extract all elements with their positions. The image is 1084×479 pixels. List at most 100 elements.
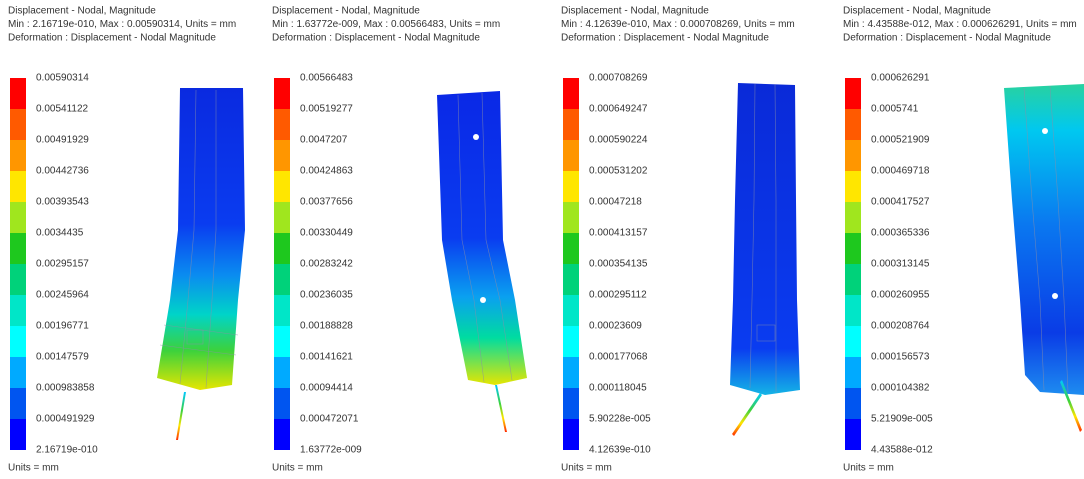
legend-label: 0.000413157 [589, 228, 648, 239]
legend-label: 0.00141621 [300, 352, 353, 363]
header-line: Min : 4.43588e-012, Max : 0.000626291, U… [843, 19, 1077, 30]
legend-swatch [845, 388, 861, 419]
legend-swatch [563, 295, 579, 326]
legend-swatch [10, 264, 26, 295]
legend-swatch [845, 295, 861, 326]
legend-label: 0.0034435 [36, 228, 84, 239]
legend-label: 1.63772e-009 [300, 445, 362, 456]
legend-swatch [563, 419, 579, 450]
legend-label: 0.00519277 [300, 104, 353, 115]
legend-swatch [10, 419, 26, 450]
legend-swatch [563, 171, 579, 202]
legend-swatch [563, 326, 579, 357]
legend-swatch [845, 78, 861, 109]
legend-label: 0.00283242 [300, 259, 353, 270]
legend-label: 0.000983858 [36, 383, 95, 394]
screen: Displacement - Nodal, Magnitude Min : 2.1… [0, 0, 1084, 479]
legend-swatch [10, 326, 26, 357]
legend-label: 0.00442736 [36, 166, 89, 177]
legend-swatch [10, 78, 26, 109]
legend-label: 0.000649247 [589, 104, 648, 115]
legend-label: 0.00094414 [300, 383, 353, 394]
legend-label: 0.000472071 [300, 414, 359, 425]
legend-swatch [845, 326, 861, 357]
units-label: Units = mm [561, 463, 612, 474]
legend-swatch [563, 388, 579, 419]
legend-label: 0.000208764 [871, 321, 930, 332]
model-view-3 [730, 83, 800, 436]
header-line: Displacement - Nodal, Magnitude [272, 6, 420, 17]
legend-label: 0.00023609 [589, 321, 642, 332]
model-view-4 [1004, 84, 1084, 432]
legend-swatch [10, 357, 26, 388]
legend-swatch [563, 78, 579, 109]
legend-swatch [10, 109, 26, 140]
legend-swatch [845, 357, 861, 388]
legend-label: 0.00188828 [300, 321, 353, 332]
legend-label: 0.00330449 [300, 228, 353, 239]
legend-swatch [845, 233, 861, 264]
header-line: Deformation : Displacement - Nodal Magni… [8, 33, 216, 44]
legend-swatch [563, 264, 579, 295]
legend-label: 4.43588e-012 [871, 445, 933, 456]
legend-swatch [845, 140, 861, 171]
legend-swatch [845, 264, 861, 295]
legend-label: 0.00590314 [36, 73, 89, 84]
legend-swatch [845, 171, 861, 202]
header-line: Min : 2.16719e-010, Max : 0.00590314, Un… [8, 19, 236, 30]
header-line: Min : 4.12639e-010, Max : 0.000708269, U… [561, 19, 795, 30]
legend-swatch [274, 264, 290, 295]
legend-swatch [274, 109, 290, 140]
header-line: Deformation : Displacement - Nodal Magni… [561, 33, 769, 44]
header-line: Displacement - Nodal, Magnitude [843, 6, 991, 17]
legend-swatch [563, 140, 579, 171]
legend-label: 0.000708269 [589, 73, 648, 84]
header-line: Displacement - Nodal, Magnitude [8, 6, 156, 17]
legend-label: 0.000354135 [589, 259, 648, 270]
legend-swatch [274, 78, 290, 109]
legend-label: 0.000313145 [871, 259, 930, 270]
legend-label: 0.00424863 [300, 166, 353, 177]
legend-label: 0.00047218 [589, 197, 642, 208]
legend-swatch [274, 140, 290, 171]
legend-label: 0.00236035 [300, 290, 353, 301]
legend-swatch [563, 357, 579, 388]
legend-swatch [845, 202, 861, 233]
legend-label: 0.000177068 [589, 352, 648, 363]
legend-label: 0.00147579 [36, 352, 89, 363]
legend-label: 0.0005741 [871, 104, 919, 115]
legend-label: 0.000295112 [589, 290, 647, 301]
units-label: Units = mm [8, 463, 59, 474]
model-view-1 [157, 88, 245, 440]
legend-label: 0.000365336 [871, 228, 930, 239]
legend-swatch [274, 388, 290, 419]
legend-label: 0.0047207 [300, 135, 348, 146]
legend-swatch [10, 295, 26, 326]
legend-swatch [274, 357, 290, 388]
legend-label: 0.000521909 [871, 135, 930, 146]
legend-label: 0.000531202 [589, 166, 648, 177]
legend-label: 4.12639e-010 [589, 445, 651, 456]
legend-label: 0.00377656 [300, 197, 353, 208]
legend-label: 0.00566483 [300, 73, 353, 84]
legend-swatch [563, 109, 579, 140]
legend-swatch [10, 233, 26, 264]
legend-label: 0.000491929 [36, 414, 95, 425]
legend-label: 0.000626291 [871, 73, 930, 84]
legend-label: 0.00393543 [36, 197, 89, 208]
legend-swatch [274, 202, 290, 233]
legend-label: 0.000104382 [871, 383, 930, 394]
legend-label: 0.000469718 [871, 166, 930, 177]
legend-label: 2.16719e-010 [36, 445, 98, 456]
legend-label: 0.00196771 [36, 321, 89, 332]
legend-label: 0.000417527 [871, 197, 930, 208]
legend-swatch [845, 419, 861, 450]
legend-label: 5.21909e-005 [871, 414, 933, 425]
header-line: Deformation : Displacement - Nodal Magni… [843, 33, 1051, 44]
legend-swatch [10, 202, 26, 233]
legend-swatch [274, 171, 290, 202]
legend-swatch [10, 388, 26, 419]
legend-label: 0.000118045 [589, 383, 647, 394]
model-view-2 [437, 91, 527, 432]
legend-label: 0.00491929 [36, 135, 89, 146]
